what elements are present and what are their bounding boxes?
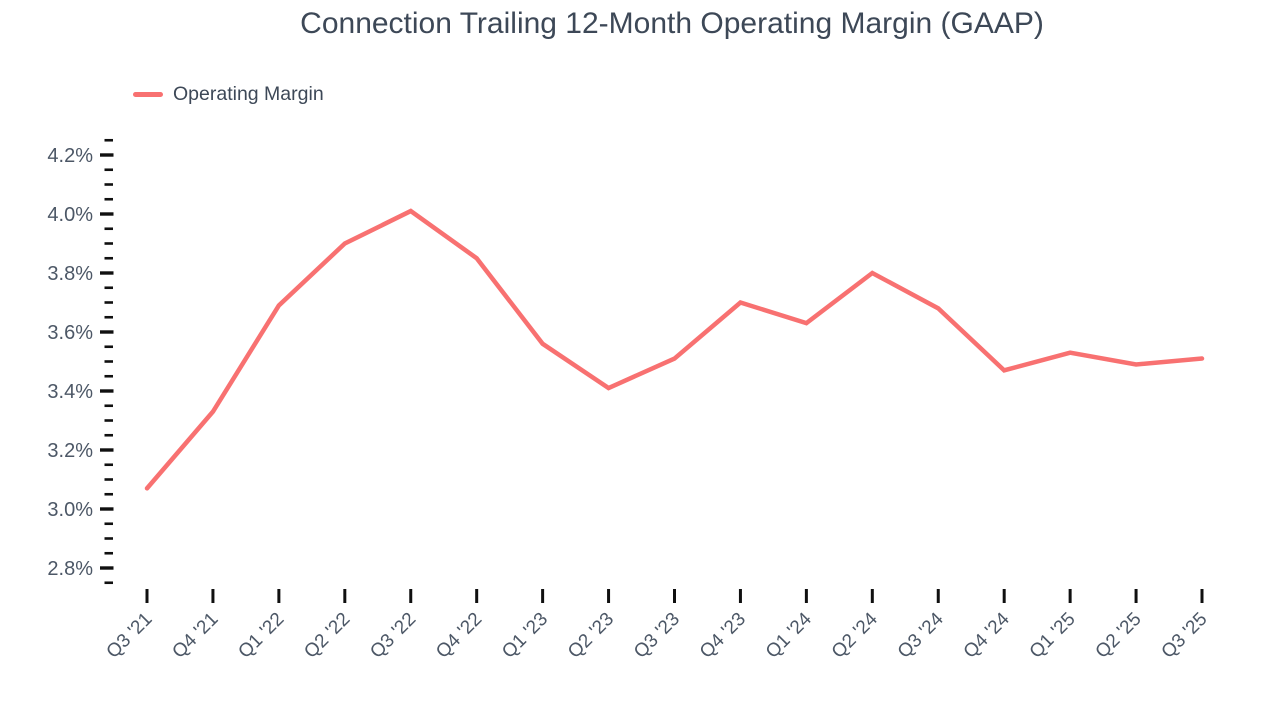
y-axis-tick-label: 4.0% [47, 204, 93, 226]
y-axis-tick-label: 3.6% [47, 322, 93, 344]
x-axis-tick-label: Q2 '24 [828, 608, 882, 662]
chart-title: Connection Trailing 12-Month Operating M… [300, 7, 1044, 40]
x-axis-tick-label: Q1 '25 [1026, 609, 1080, 663]
x-axis-tick-label: Q3 '23 [630, 609, 684, 663]
x-axis-tick-label: Q2 '25 [1092, 609, 1146, 663]
x-axis-tick-label: Q4 '22 [432, 609, 486, 663]
chart-legend: Operating Margin [133, 83, 324, 105]
x-axis-tick-label: Q3 '25 [1158, 609, 1212, 663]
x-axis-tick-label: Q3 '24 [894, 608, 948, 662]
y-axis-tick-label: 4.2% [47, 145, 93, 167]
y-axis-tick-label: 2.8% [47, 558, 93, 580]
y-axis-tick-label: 3.0% [47, 499, 93, 521]
x-axis-tick-label: Q4 '24 [960, 608, 1014, 662]
x-axis-tick-label: Q1 '23 [498, 609, 552, 663]
y-axis-tick-label: 3.8% [47, 263, 93, 285]
x-axis-tick-label: Q4 '21 [168, 609, 222, 663]
x-axis-tick-label: Q1 '22 [234, 609, 288, 663]
y-axis-tick-label: 3.4% [47, 381, 93, 403]
legend-line-swatch [133, 92, 163, 97]
x-axis-tick-label: Q2 '22 [300, 609, 354, 663]
operating-margin-line [144, 208, 1205, 491]
x-axis-tick-label: Q4 '23 [696, 609, 750, 663]
y-axis-tick-label: 3.2% [47, 440, 93, 462]
x-axis-tick-label: Q2 '23 [564, 609, 618, 663]
x-axis-tick-label: Q3 '22 [366, 609, 420, 663]
x-axis-tick-label: Q3 '21 [103, 609, 157, 663]
legend-series-label: Operating Margin [173, 83, 324, 105]
x-axis-tick-label: Q1 '24 [762, 608, 816, 662]
